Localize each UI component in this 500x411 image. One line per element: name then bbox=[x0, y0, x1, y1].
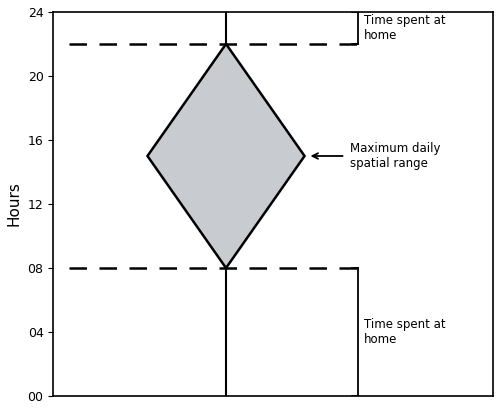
Text: Maximum daily
spatial range: Maximum daily spatial range bbox=[350, 142, 440, 170]
Text: Time spent at
home: Time spent at home bbox=[364, 14, 446, 42]
Polygon shape bbox=[148, 44, 304, 268]
Text: Time spent at
home: Time spent at home bbox=[364, 318, 446, 346]
Y-axis label: Hours: Hours bbox=[7, 182, 22, 226]
